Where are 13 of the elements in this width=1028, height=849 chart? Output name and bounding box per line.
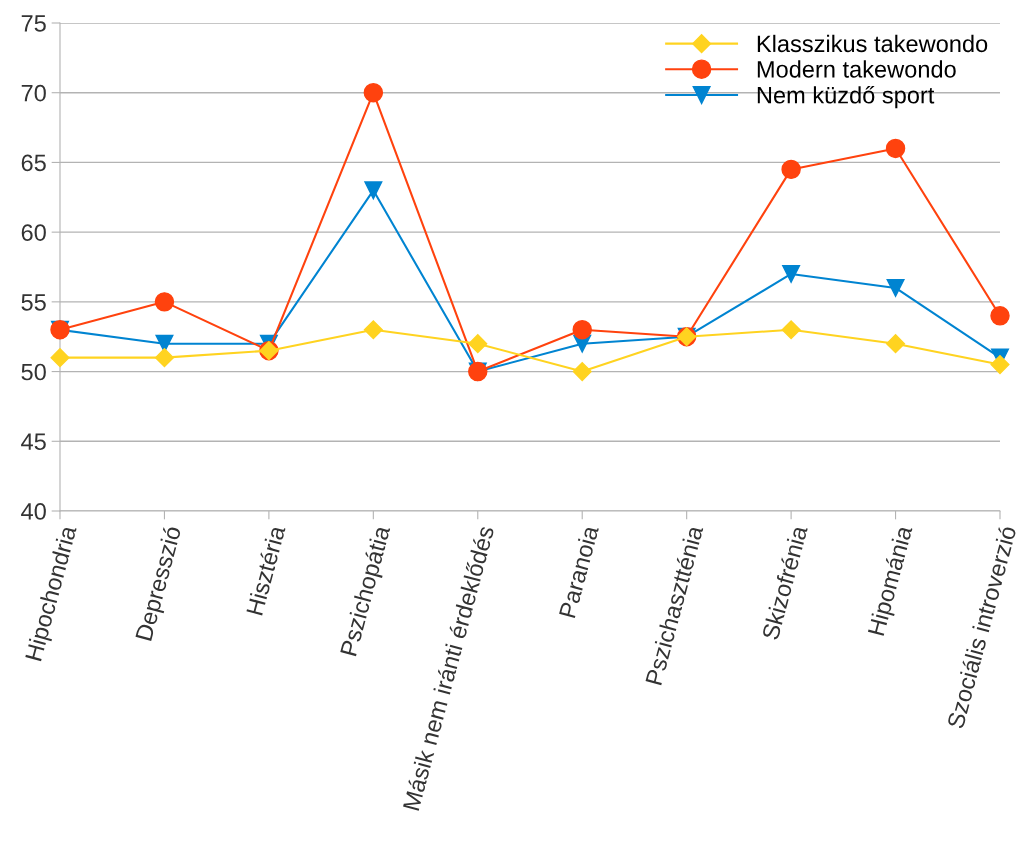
y-tick-label: 60 <box>21 224 46 241</box>
y-tick-label: 45 <box>21 433 46 451</box>
y-tick-label: 75 <box>21 15 46 32</box>
x-tick-label: Hisztéria <box>245 524 286 616</box>
y-tick-label: 40 <box>21 503 46 520</box>
legend-label: Klasszikus takewondo <box>757 34 988 53</box>
y-tick-label: 70 <box>21 84 46 102</box>
y-tick-label: 55 <box>21 294 46 311</box>
legend-label: Nem küzdő sport <box>757 85 935 109</box>
y-tick-label: 65 <box>21 154 46 172</box>
x-tick-label: Paranoia <box>558 524 599 619</box>
legend-label: Modern takewondo <box>757 60 956 78</box>
y-tick-label: 50 <box>21 363 46 381</box>
